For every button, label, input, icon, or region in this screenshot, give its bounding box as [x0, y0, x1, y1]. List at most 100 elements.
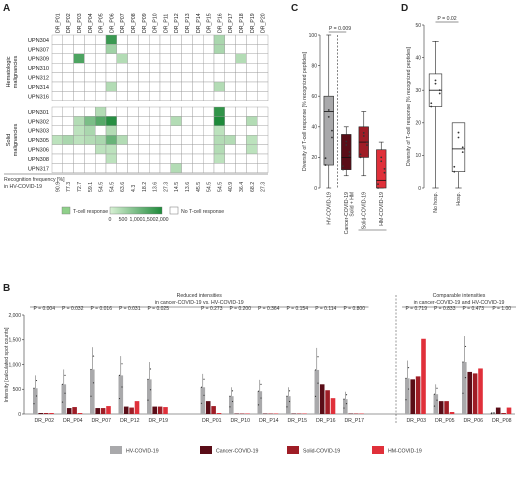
heatmap-cell [138, 53, 150, 64]
bar [410, 379, 415, 414]
heatmap-cell [192, 144, 204, 155]
heatmap-cell [138, 144, 150, 155]
heatmap-cell [105, 106, 118, 117]
heatmap-cell [84, 81, 96, 92]
heatmap-cell [84, 163, 96, 173]
y-tick-label: 20 [311, 155, 317, 161]
heatmap-cell [138, 34, 150, 45]
heatmap-cell [170, 53, 182, 64]
heatmap-cell [148, 53, 161, 64]
data-point [231, 400, 234, 403]
heatmap-cell [224, 72, 236, 83]
heatmap-cell [213, 163, 226, 173]
heatmap-cell [224, 125, 236, 136]
heatmap-cell [170, 91, 182, 102]
heatmap-cell [235, 34, 247, 45]
heatmap-cell [127, 106, 139, 117]
heatmap-cell [192, 44, 204, 55]
data-point [345, 394, 348, 396]
column-label: DR_P03 [77, 13, 83, 33]
heatmap-cell [105, 72, 118, 83]
heatmap-cell [224, 153, 236, 164]
heatmap-cell [170, 134, 182, 145]
heatmap-cell [159, 134, 172, 145]
heatmap-cell [170, 44, 182, 55]
heatmap-cell [73, 106, 85, 117]
heatmap-cell [148, 106, 161, 117]
heatmap-cell [94, 72, 107, 83]
data-point [200, 402, 203, 404]
column-label: DR_P12 [174, 13, 180, 33]
row-label: UPN310 [28, 66, 49, 72]
data-point [257, 390, 260, 392]
legend-swatch [110, 446, 122, 454]
bar [211, 406, 216, 414]
heatmap-cell [213, 34, 226, 45]
heatmap-cell [105, 91, 118, 102]
bar [433, 394, 439, 414]
heatmap-cell [84, 106, 96, 117]
heatmap-cell [116, 72, 128, 83]
heatmap-cell [170, 125, 182, 136]
group-label-hematologic-line2: malignancies [13, 55, 19, 88]
p-value: P = 0.719 [406, 306, 428, 312]
heatmap-cell [235, 44, 247, 55]
bar [421, 338, 426, 414]
recognition-label-line2: in HV-COVID-19 [4, 184, 42, 190]
heatmap-cell [105, 63, 118, 73]
heatmap-cell [62, 116, 74, 127]
bar [152, 406, 157, 414]
heatmap-cell [202, 153, 215, 164]
heatmap-cell [51, 163, 64, 173]
bar [495, 407, 501, 414]
data-point [149, 389, 152, 391]
heatmap-cell [235, 91, 247, 102]
x-category-label: DR_P14 [259, 418, 279, 424]
bar [200, 387, 206, 414]
x-category-label: DR_P06 [463, 418, 483, 424]
data-point [430, 105, 433, 108]
data-point [434, 79, 437, 82]
heatmap-cell [51, 153, 64, 164]
data-point [64, 374, 66, 376]
data-point [147, 378, 149, 380]
heatmap-cell [224, 106, 236, 117]
data-point [92, 355, 95, 357]
heatmap-cell [73, 125, 85, 136]
heatmap-cell [73, 81, 85, 92]
bar [123, 406, 129, 414]
heatmap-cell [116, 134, 128, 145]
heatmap-cell [73, 63, 85, 73]
heatmap-cell [105, 153, 118, 164]
data-point [149, 368, 152, 370]
heatmap-cell [94, 116, 107, 127]
frequency-value: 13.6 [153, 182, 159, 192]
row-label: UPN303 [28, 129, 49, 135]
column-label: DR_P06 [109, 13, 115, 33]
y-tick-label: 100 [309, 33, 318, 39]
data-point [35, 379, 38, 382]
heatmap-cell [159, 125, 172, 136]
heatmap-cell [213, 63, 226, 73]
heatmap-cell [51, 53, 64, 64]
x-category-label: DR_P04 [63, 418, 83, 424]
row-label: UPN316 [28, 94, 49, 100]
recognition-label-line1: Recognition frequency [%] [4, 177, 65, 183]
x-category-label: Hosp. [456, 192, 462, 206]
bar [43, 413, 49, 414]
data-point [324, 157, 327, 160]
heatmap-cell [138, 72, 150, 83]
p-value: P = 0.364 [258, 306, 280, 312]
bar [325, 390, 330, 414]
heatmap-cell [159, 34, 172, 45]
column-label: DR_P04 [88, 13, 94, 33]
heatmap-cell [105, 163, 118, 173]
bar [134, 401, 140, 414]
frequency-value: 90.9 [55, 182, 61, 192]
heatmap-cell [127, 63, 139, 73]
heatmap-cell [202, 53, 215, 64]
heatmap-cell [148, 34, 161, 45]
p-value: P = 0.009 [329, 26, 351, 32]
heatmap-cell [181, 153, 193, 164]
